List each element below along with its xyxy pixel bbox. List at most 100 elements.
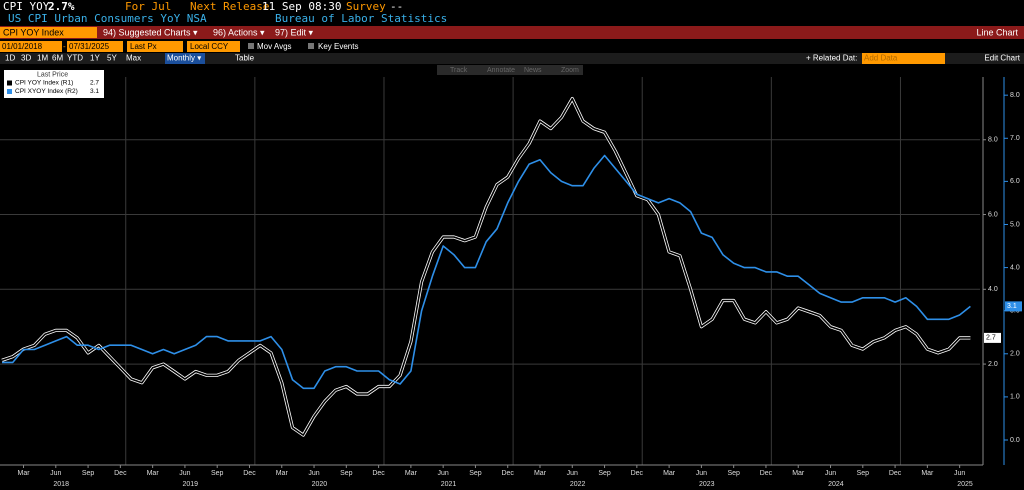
y-tick-label: 6.0 — [988, 211, 998, 218]
x-tick-label: Mar — [663, 470, 676, 477]
range-buttons: 1D 3D 1M 6M YTD 1Y 5Y Max — [5, 54, 141, 63]
checkbox[interactable] — [308, 43, 314, 49]
add-data-box[interactable] — [862, 53, 945, 64]
year-label: 2018 — [53, 481, 69, 488]
range-button[interactable]: Max — [126, 54, 141, 63]
security[interactable]: CPI YOY Index — [3, 27, 64, 37]
tool[interactable]: Track — [450, 67, 468, 74]
x-tick-label: Sep — [340, 470, 353, 477]
last: 2.7% — [48, 0, 75, 13]
security-field[interactable] — [0, 27, 97, 38]
menu[interactable]: 97) Edit ▾ — [275, 27, 314, 37]
x-tick-label: Dec — [372, 470, 385, 477]
x-tick-label: Sep — [469, 470, 482, 477]
tool-strip — [437, 65, 583, 75]
period: For Jul — [125, 0, 171, 13]
x-tick-label: Mar — [405, 470, 418, 477]
legend-label: CPI YOY Index (R1) — [15, 80, 73, 87]
y2-tick-label: 6.0 — [1010, 178, 1020, 185]
x-tick-label: Dec — [760, 470, 773, 477]
x-tick-label: Sep — [211, 470, 224, 477]
x-tick-label: Sep — [727, 470, 740, 477]
option[interactable]: Key Events — [318, 42, 358, 51]
x-tick-label: Sep — [598, 470, 611, 477]
range-button[interactable]: 1D — [5, 54, 15, 63]
year-label: 2023 — [699, 481, 715, 488]
range-button[interactable]: 3D — [21, 54, 31, 63]
source: Bureau of Labor Statistics — [275, 12, 447, 25]
tool[interactable]: Zoom — [561, 67, 579, 74]
tool[interactable]: News — [524, 67, 542, 74]
range-button[interactable]: YTD — [67, 54, 83, 63]
date-field[interactable] — [0, 41, 62, 52]
y2-tick-label: 8.0 — [1010, 92, 1020, 99]
y2-tick-label: 2.0 — [1010, 351, 1020, 358]
menu[interactable]: 94) Suggested Charts ▾ — [103, 27, 198, 37]
legend-swatch — [7, 80, 12, 86]
x-tick-label: Mar — [147, 470, 160, 477]
x-tick-label: Dec — [889, 470, 902, 477]
table-button[interactable]: Table — [235, 54, 255, 63]
y2-tick-label: 5.0 — [1010, 221, 1020, 228]
frequency-box[interactable] — [165, 53, 205, 64]
related[interactable]: + Related Dat: — [806, 54, 857, 63]
date-field[interactable] — [67, 41, 123, 52]
y-tick-label: 2.0 — [988, 361, 998, 368]
survey-value: -- — [390, 0, 403, 13]
x-tick-label: Sep — [82, 470, 95, 477]
y2-tick-label: 1.0 — [1010, 394, 1020, 401]
checkbox[interactable] — [248, 43, 254, 49]
x-tick-label: Jun — [567, 470, 578, 477]
menu[interactable]: 96) Actions ▾ — [213, 27, 265, 37]
header-bg — [0, 0, 1024, 26]
end-date[interactable]: 07/31/2025 — [69, 42, 110, 51]
frequency[interactable]: Monthly ▾ — [167, 54, 201, 63]
currency-box[interactable] — [187, 41, 240, 52]
plot: 2.04.06.08.00.01.02.03.04.05.06.07.08.0M… — [0, 77, 1022, 488]
legend-label: CPI XYOY Index (R2) — [15, 88, 78, 95]
currency[interactable]: Local CCY — [190, 42, 229, 51]
start-date[interactable]: 01/01/2018 — [2, 42, 43, 51]
field[interactable]: Last Px — [130, 42, 157, 51]
year-label: 2020 — [312, 481, 328, 488]
range-button[interactable]: 1M — [37, 54, 48, 63]
x-tick-label: Jun — [954, 470, 965, 477]
release-date: 11 Sep 08:30 — [262, 0, 341, 13]
last-value-tag — [984, 332, 1001, 343]
x-tick-label: Mar — [17, 470, 30, 477]
x-tick-label: Jun — [308, 470, 319, 477]
x-tick-label: Mar — [792, 470, 805, 477]
x-tick-label: Mar — [276, 470, 289, 477]
option[interactable]: Mov Avgs — [257, 42, 292, 51]
y-tick-label: 8.0 — [988, 137, 998, 144]
chart-bg — [0, 65, 1024, 490]
range-button[interactable]: 5Y — [107, 54, 117, 63]
add-data[interactable]: Add Data — [864, 54, 898, 63]
edit-chart[interactable]: Edit Chart — [984, 54, 1020, 63]
series-line — [2, 154, 971, 390]
x-tick-label: Jun — [179, 470, 190, 477]
x-tick-label: Jun — [825, 470, 836, 477]
x-tick-label: Dec — [501, 470, 514, 477]
chart-kind: Line Chart — [976, 27, 1018, 37]
y2-tick-label: 7.0 — [1010, 135, 1020, 142]
last-value-label: 2.7 — [986, 335, 996, 342]
ticker: CPI YOY — [3, 0, 50, 13]
year-label: 2025 — [957, 481, 973, 488]
x-tick-label: Mar — [921, 470, 934, 477]
legend-box — [4, 70, 104, 98]
last-value-tag — [1005, 301, 1022, 312]
year-label: 2021 — [441, 481, 457, 488]
x-tick-label: Dec — [243, 470, 256, 477]
x-tick-label: Dec — [114, 470, 127, 477]
x-tick-label: Sep — [857, 470, 870, 477]
tool[interactable]: Annotate — [487, 67, 515, 74]
range-button[interactable]: 6M — [52, 54, 63, 63]
x-tick-label: Jun — [696, 470, 707, 477]
field-box[interactable] — [127, 41, 183, 52]
x-tick-label: Mar — [534, 470, 547, 477]
legend-value: 2.7 — [90, 80, 99, 87]
range-button[interactable]: 1Y — [90, 54, 100, 63]
